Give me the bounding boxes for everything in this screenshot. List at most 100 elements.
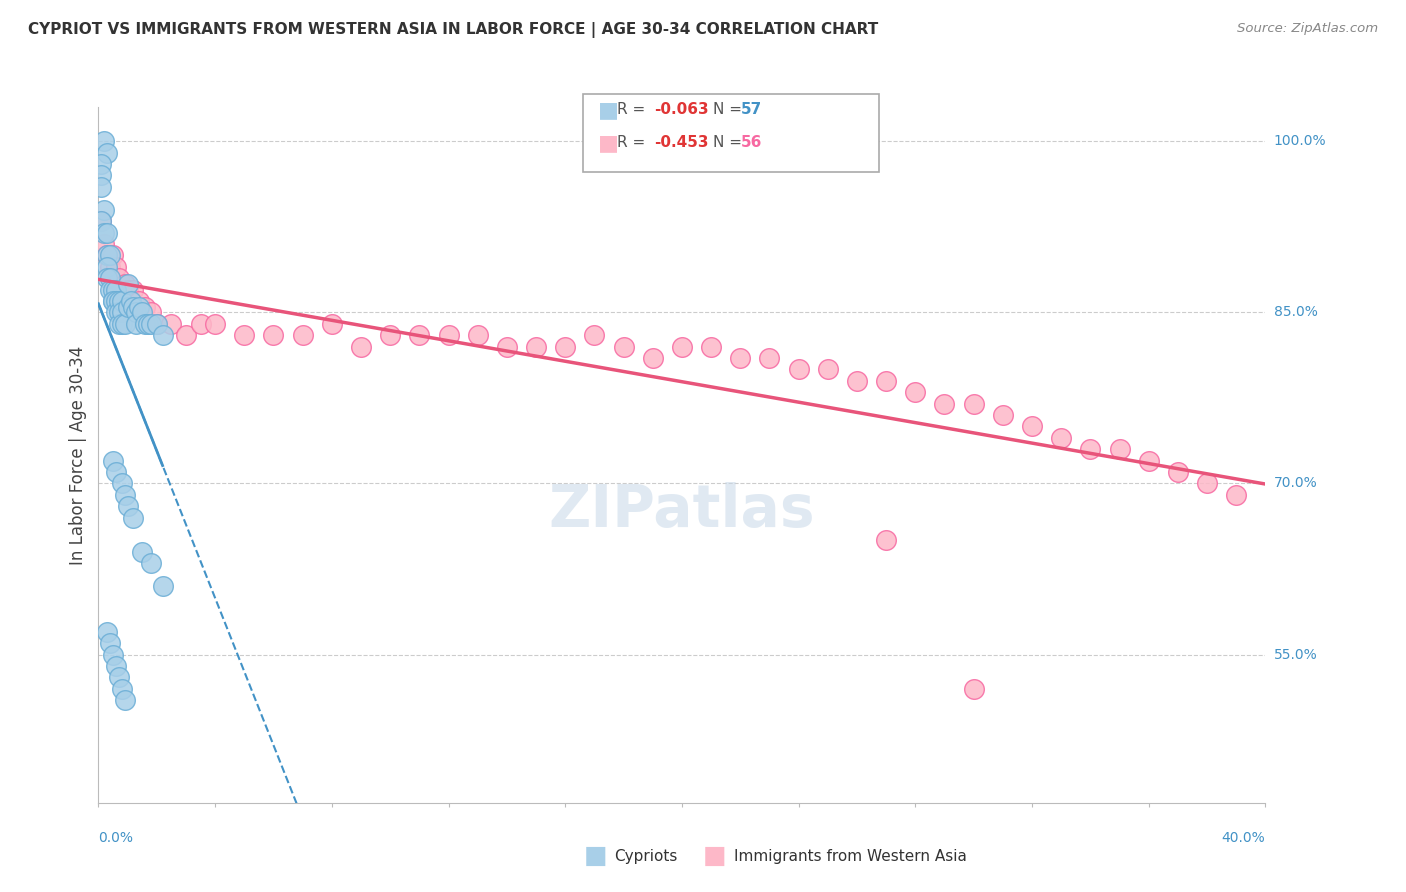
- Point: [152, 579, 174, 593]
- Point: [96, 260, 118, 274]
- Point: [875, 533, 897, 548]
- Point: [160, 317, 183, 331]
- Point: [108, 670, 131, 684]
- Point: [146, 317, 169, 331]
- Text: 100.0%: 100.0%: [1274, 135, 1326, 148]
- Point: [554, 340, 576, 354]
- Point: [671, 340, 693, 354]
- Point: [104, 465, 127, 479]
- Point: [96, 624, 118, 639]
- Point: [101, 283, 124, 297]
- Text: 85.0%: 85.0%: [1274, 305, 1317, 319]
- Point: [96, 226, 118, 240]
- Point: [1080, 442, 1102, 457]
- Point: [134, 300, 156, 314]
- Point: [114, 488, 136, 502]
- Point: [139, 305, 162, 319]
- Point: [700, 340, 723, 354]
- Point: [96, 248, 118, 262]
- Point: [134, 317, 156, 331]
- Text: 57: 57: [741, 103, 762, 117]
- Point: [108, 271, 131, 285]
- Point: [101, 293, 124, 308]
- Point: [114, 277, 136, 291]
- Point: [233, 328, 256, 343]
- Text: Source: ZipAtlas.com: Source: ZipAtlas.com: [1237, 22, 1378, 36]
- Point: [408, 328, 430, 343]
- Point: [93, 226, 115, 240]
- Text: R =: R =: [617, 103, 651, 117]
- Text: 70.0%: 70.0%: [1274, 476, 1317, 491]
- Point: [111, 305, 134, 319]
- Point: [122, 283, 145, 297]
- Point: [1225, 488, 1247, 502]
- Point: [125, 305, 148, 319]
- Point: [104, 305, 127, 319]
- Point: [125, 317, 148, 331]
- Point: [117, 500, 139, 514]
- Text: -0.453: -0.453: [654, 136, 709, 150]
- Point: [96, 248, 118, 262]
- Point: [128, 300, 150, 314]
- Text: 56: 56: [741, 136, 762, 150]
- Text: CYPRIOT VS IMMIGRANTS FROM WESTERN ASIA IN LABOR FORCE | AGE 30-34 CORRELATION C: CYPRIOT VS IMMIGRANTS FROM WESTERN ASIA …: [28, 22, 879, 38]
- Point: [111, 681, 134, 696]
- Point: [728, 351, 751, 365]
- Point: [1108, 442, 1130, 457]
- Point: [111, 476, 134, 491]
- Point: [139, 556, 162, 570]
- Point: [114, 693, 136, 707]
- Point: [875, 374, 897, 388]
- Point: [111, 283, 134, 297]
- Point: [104, 659, 127, 673]
- Point: [524, 340, 547, 354]
- Text: Immigrants from Western Asia: Immigrants from Western Asia: [734, 849, 967, 863]
- Point: [437, 328, 460, 343]
- Text: ■: ■: [598, 133, 619, 153]
- Point: [378, 328, 402, 343]
- Point: [641, 351, 664, 365]
- Point: [758, 351, 780, 365]
- Point: [467, 328, 489, 343]
- Point: [612, 340, 634, 354]
- Point: [108, 317, 131, 331]
- Point: [117, 300, 139, 314]
- Text: 0.0%: 0.0%: [98, 830, 134, 845]
- Point: [190, 317, 212, 331]
- Point: [98, 248, 121, 262]
- Point: [98, 636, 121, 650]
- Text: N =: N =: [713, 103, 747, 117]
- Point: [90, 180, 112, 194]
- Text: ■: ■: [583, 845, 607, 868]
- Point: [90, 214, 112, 228]
- Point: [101, 293, 124, 308]
- Text: ZIPatlas: ZIPatlas: [548, 482, 815, 539]
- Point: [139, 317, 162, 331]
- Point: [321, 317, 343, 331]
- Text: 55.0%: 55.0%: [1274, 648, 1317, 662]
- Point: [1021, 419, 1043, 434]
- Y-axis label: In Labor Force | Age 30-34: In Labor Force | Age 30-34: [69, 345, 87, 565]
- Point: [350, 340, 373, 354]
- Point: [120, 293, 142, 308]
- Point: [934, 396, 956, 410]
- Point: [90, 169, 112, 183]
- Point: [817, 362, 839, 376]
- Point: [1195, 476, 1218, 491]
- Point: [93, 236, 115, 251]
- Point: [787, 362, 810, 376]
- Point: [146, 317, 169, 331]
- Point: [108, 305, 131, 319]
- Point: [991, 408, 1014, 422]
- Point: [114, 317, 136, 331]
- Point: [291, 328, 314, 343]
- Point: [117, 283, 139, 297]
- Point: [583, 328, 606, 343]
- Point: [904, 385, 927, 400]
- Point: [204, 317, 226, 331]
- Point: [131, 305, 153, 319]
- Point: [101, 453, 124, 467]
- Point: [1167, 465, 1189, 479]
- Point: [104, 260, 127, 274]
- Point: [104, 283, 127, 297]
